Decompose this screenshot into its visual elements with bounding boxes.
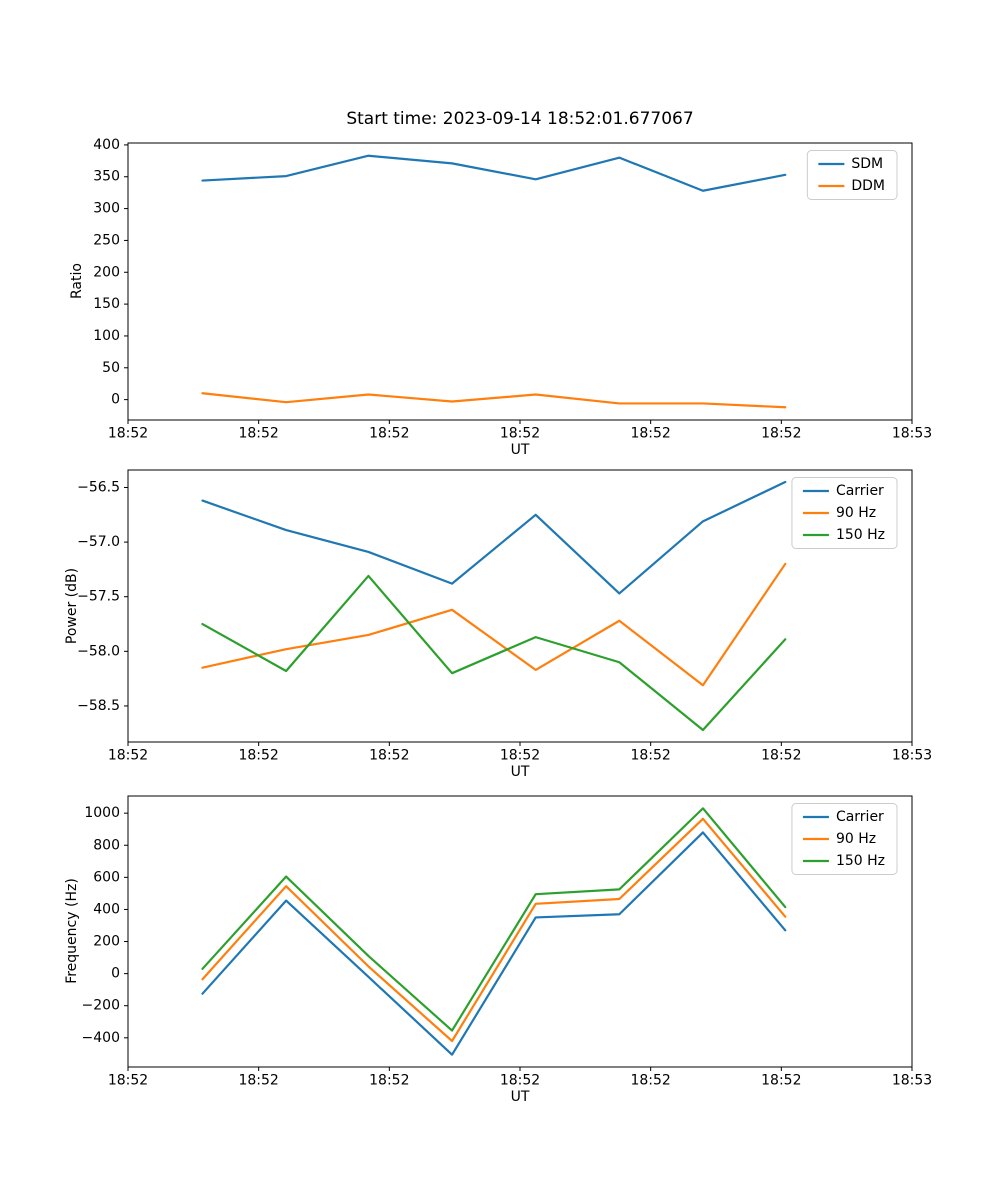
- plot-border: [127, 795, 913, 1068]
- legend-label-90-hz: 90 Hz: [836, 831, 876, 847]
- legend-label-150-hz: 150 Hz: [836, 853, 885, 869]
- x-tick-label: 18:52: [761, 1073, 801, 1089]
- legend-label-90-hz: 90 Hz: [836, 505, 876, 521]
- subplot-1: 18:52 18:52 18:52 18:52 18:52 18:52 18:53 −58.5…: [77, 469, 932, 764]
- legend-label-carrier: Carrier: [836, 483, 884, 499]
- y-tick-label: 0: [111, 966, 120, 982]
- x-ticks: 18:52 18:52 18:52 18:52 18:52 18:52 18:53: [108, 742, 932, 764]
- legend-box: [791, 477, 898, 549]
- legend-label-sdm: SDM: [851, 156, 883, 172]
- y-tick-label: 50: [102, 360, 120, 376]
- y-tick-label: −57.0: [77, 534, 120, 550]
- x-tick-label: 18:52: [369, 426, 409, 442]
- plot-border: [127, 469, 913, 743]
- y-tick-label: 150: [93, 296, 120, 312]
- x-tick-label: 18:52: [108, 1073, 148, 1089]
- legend-label-carrier: Carrier: [836, 809, 884, 825]
- y-ticks: −400 −200 0 200 400 600 800 1000: [82, 805, 128, 1046]
- y-tick-label: 250: [93, 232, 120, 248]
- plot-border: [127, 142, 913, 421]
- x-tick-label: 18:52: [630, 1073, 670, 1089]
- x-tick-label: 18:52: [369, 1073, 409, 1089]
- x-ticks: 18:52 18:52 18:52 18:52 18:52 18:52 18:53: [108, 1067, 932, 1089]
- legend-box: [806, 150, 898, 200]
- x-tick-label: 18:52: [108, 748, 148, 764]
- y-tick-label: 800: [93, 837, 120, 853]
- subplot-2: 18:52 18:52 18:52 18:52 18:52 18:52 18:53−400−…: [82, 795, 932, 1089]
- x-axis-label-ut-2: UT: [510, 764, 530, 780]
- y-tick-label: 0: [111, 392, 120, 408]
- y-tick-label: 400: [93, 901, 120, 917]
- x-tick-label: 18:52: [500, 426, 540, 442]
- x-tick-label: 18:53: [892, 1073, 932, 1089]
- y-tick-label: −400: [82, 1030, 120, 1046]
- x-tick-label: 18:52: [630, 748, 670, 764]
- series-line-90-hz: [201, 562, 787, 687]
- y-tick-label: 300: [93, 201, 120, 217]
- y-tick-label: 100: [93, 328, 120, 344]
- legend: Carrier 90 Hz 150 Hz: [791, 477, 898, 549]
- legend-label-150-hz: 150 Hz: [836, 527, 885, 543]
- series-line-150-hz: [201, 807, 787, 1032]
- subplot-0: 18:52 18:52 18:52 18:52 18:52 18:52 18:53 0 50 10…: [93, 137, 932, 442]
- x-axis-label-ut-1: UT: [510, 442, 530, 458]
- x-tick-label: 18:52: [238, 426, 278, 442]
- y-tick-label: 400: [93, 137, 120, 153]
- x-tick-label: 18:52: [630, 426, 670, 442]
- figure-title: Start time: 2023-09-14 18:52:01.677067: [346, 109, 694, 129]
- x-tick-label: 18:52: [500, 748, 540, 764]
- series-line-ddm: [201, 392, 787, 409]
- y-axis-label-power: Power (dB): [64, 567, 80, 645]
- series-line-sdm: [201, 154, 787, 192]
- x-tick-label: 18:53: [892, 748, 932, 764]
- y-tick-label: −58.5: [77, 698, 120, 714]
- x-tick-label: 18:52: [238, 1073, 278, 1089]
- x-ticks: 18:52 18:52 18:52 18:52 18:52 18:52 18:53: [108, 420, 932, 442]
- legend: SDM DDM: [806, 150, 898, 200]
- legend: Carrier 90 Hz 150 Hz: [791, 803, 898, 875]
- y-tick-label: 200: [93, 264, 120, 280]
- x-tick-label: 18:52: [500, 1073, 540, 1089]
- series-line-carrier: [201, 480, 787, 595]
- series-line-carrier: [201, 831, 787, 1056]
- x-axis-label-ut-3: UT: [510, 1089, 530, 1105]
- y-axis-label-ratio: Ratio: [69, 263, 85, 299]
- y-tick-label: 200: [93, 934, 120, 950]
- y-tick-label: −58.0: [77, 643, 120, 659]
- x-tick-label: 18:52: [238, 748, 278, 764]
- y-tick-label: −57.5: [77, 589, 120, 605]
- legend-box: [791, 803, 898, 875]
- y-tick-label: 350: [93, 169, 120, 185]
- x-tick-label: 18:52: [108, 426, 148, 442]
- legend-label-ddm: DDM: [851, 178, 885, 194]
- y-tick-label: −200: [82, 998, 120, 1014]
- series-line-90-hz: [201, 817, 787, 1043]
- y-tick-label: 1000: [84, 805, 120, 821]
- y-ticks: 0 50 100 150 200 250 300 350 400: [93, 137, 128, 408]
- y-ticks: −58.5 −58.0 −57.5 −57.0 −56.5: [77, 479, 128, 714]
- x-tick-label: 18:52: [761, 748, 801, 764]
- y-axis-label-frequency: Frequency (Hz): [64, 878, 80, 984]
- series-line-150-hz: [201, 574, 787, 732]
- x-tick-label: 18:53: [892, 426, 932, 442]
- y-tick-label: −56.5: [77, 479, 120, 495]
- x-tick-label: 18:52: [761, 426, 801, 442]
- x-tick-label: 18:52: [369, 748, 409, 764]
- y-tick-label: 600: [93, 869, 120, 885]
